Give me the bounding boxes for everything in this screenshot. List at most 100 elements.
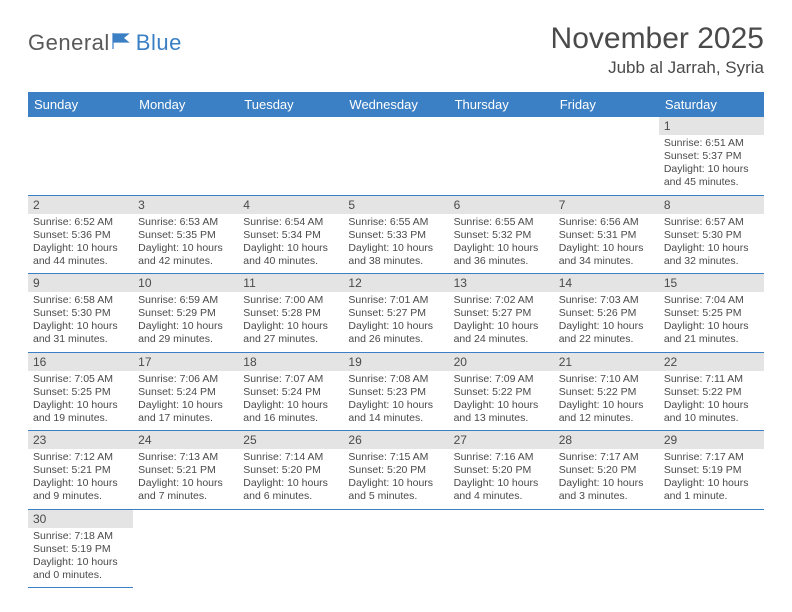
day-cell-28: 28Sunrise: 7:17 AMSunset: 5:20 PMDayligh… xyxy=(554,431,659,510)
day-cell-15: 15Sunrise: 7:04 AMSunset: 5:25 PMDayligh… xyxy=(659,274,764,353)
flag-icon xyxy=(112,30,134,56)
empty-cell xyxy=(449,117,554,195)
day-cell-1: 1Sunrise: 6:51 AMSunset: 5:37 PMDaylight… xyxy=(659,117,764,195)
day-body: Sunrise: 7:01 AMSunset: 5:27 PMDaylight:… xyxy=(343,292,448,352)
location: Jubb al Jarrah, Syria xyxy=(551,58,764,78)
day-body: Sunrise: 7:05 AMSunset: 5:25 PMDaylight:… xyxy=(28,371,133,431)
day-cell-14: 14Sunrise: 7:03 AMSunset: 5:26 PMDayligh… xyxy=(554,274,659,353)
day-body: Sunrise: 6:59 AMSunset: 5:29 PMDaylight:… xyxy=(133,292,238,352)
day-body: Sunrise: 6:53 AMSunset: 5:35 PMDaylight:… xyxy=(133,214,238,274)
empty-cell xyxy=(133,509,238,588)
day-number: 20 xyxy=(449,353,554,371)
day-number: 1 xyxy=(659,117,764,135)
empty-cell xyxy=(343,117,448,195)
day-cell-20: 20Sunrise: 7:09 AMSunset: 5:22 PMDayligh… xyxy=(449,352,554,431)
day-body: Sunrise: 7:08 AMSunset: 5:23 PMDaylight:… xyxy=(343,371,448,431)
day-body: Sunrise: 7:13 AMSunset: 5:21 PMDaylight:… xyxy=(133,449,238,509)
day-number: 5 xyxy=(343,196,448,214)
day-cell-18: 18Sunrise: 7:07 AMSunset: 5:24 PMDayligh… xyxy=(238,352,343,431)
day-number: 14 xyxy=(554,274,659,292)
day-number: 11 xyxy=(238,274,343,292)
day-cell-4: 4Sunrise: 6:54 AMSunset: 5:34 PMDaylight… xyxy=(238,195,343,274)
dayname-tuesday: Tuesday xyxy=(238,92,343,117)
day-body: Sunrise: 7:00 AMSunset: 5:28 PMDaylight:… xyxy=(238,292,343,352)
day-body: Sunrise: 7:04 AMSunset: 5:25 PMDaylight:… xyxy=(659,292,764,352)
day-cell-3: 3Sunrise: 6:53 AMSunset: 5:35 PMDaylight… xyxy=(133,195,238,274)
day-number: 15 xyxy=(659,274,764,292)
day-number: 19 xyxy=(343,353,448,371)
day-cell-26: 26Sunrise: 7:15 AMSunset: 5:20 PMDayligh… xyxy=(343,431,448,510)
day-cell-8: 8Sunrise: 6:57 AMSunset: 5:30 PMDaylight… xyxy=(659,195,764,274)
day-number: 17 xyxy=(133,353,238,371)
day-cell-25: 25Sunrise: 7:14 AMSunset: 5:20 PMDayligh… xyxy=(238,431,343,510)
day-cell-12: 12Sunrise: 7:01 AMSunset: 5:27 PMDayligh… xyxy=(343,274,448,353)
week-row: 23Sunrise: 7:12 AMSunset: 5:21 PMDayligh… xyxy=(28,431,764,510)
day-body: Sunrise: 6:57 AMSunset: 5:30 PMDaylight:… xyxy=(659,214,764,274)
day-body: Sunrise: 6:56 AMSunset: 5:31 PMDaylight:… xyxy=(554,214,659,274)
day-number: 12 xyxy=(343,274,448,292)
week-row: 16Sunrise: 7:05 AMSunset: 5:25 PMDayligh… xyxy=(28,352,764,431)
empty-cell xyxy=(554,509,659,588)
day-cell-22: 22Sunrise: 7:11 AMSunset: 5:22 PMDayligh… xyxy=(659,352,764,431)
day-number: 3 xyxy=(133,196,238,214)
day-body: Sunrise: 7:02 AMSunset: 5:27 PMDaylight:… xyxy=(449,292,554,352)
day-cell-2: 2Sunrise: 6:52 AMSunset: 5:36 PMDaylight… xyxy=(28,195,133,274)
day-number: 27 xyxy=(449,431,554,449)
day-cell-16: 16Sunrise: 7:05 AMSunset: 5:25 PMDayligh… xyxy=(28,352,133,431)
day-body: Sunrise: 7:17 AMSunset: 5:19 PMDaylight:… xyxy=(659,449,764,509)
day-body: Sunrise: 6:52 AMSunset: 5:36 PMDaylight:… xyxy=(28,214,133,274)
header: General Blue November 2025 Jubb al Jarra… xyxy=(28,22,764,78)
day-number: 18 xyxy=(238,353,343,371)
empty-cell xyxy=(343,509,448,588)
empty-cell xyxy=(554,117,659,195)
day-body: Sunrise: 7:15 AMSunset: 5:20 PMDaylight:… xyxy=(343,449,448,509)
day-cell-23: 23Sunrise: 7:12 AMSunset: 5:21 PMDayligh… xyxy=(28,431,133,510)
title-block: November 2025 Jubb al Jarrah, Syria xyxy=(551,22,764,78)
day-number: 29 xyxy=(659,431,764,449)
logo-text-2: Blue xyxy=(136,30,182,56)
calendar-table: SundayMondayTuesdayWednesdayThursdayFrid… xyxy=(28,92,764,588)
week-row: 1Sunrise: 6:51 AMSunset: 5:37 PMDaylight… xyxy=(28,117,764,195)
day-cell-17: 17Sunrise: 7:06 AMSunset: 5:24 PMDayligh… xyxy=(133,352,238,431)
day-number: 8 xyxy=(659,196,764,214)
day-body: Sunrise: 7:09 AMSunset: 5:22 PMDaylight:… xyxy=(449,371,554,431)
dayname-friday: Friday xyxy=(554,92,659,117)
day-number: 13 xyxy=(449,274,554,292)
day-number: 16 xyxy=(28,353,133,371)
empty-cell xyxy=(659,509,764,588)
day-body: Sunrise: 7:07 AMSunset: 5:24 PMDaylight:… xyxy=(238,371,343,431)
dayname-saturday: Saturday xyxy=(659,92,764,117)
empty-cell xyxy=(238,117,343,195)
day-number: 26 xyxy=(343,431,448,449)
day-body: Sunrise: 6:55 AMSunset: 5:33 PMDaylight:… xyxy=(343,214,448,274)
day-cell-21: 21Sunrise: 7:10 AMSunset: 5:22 PMDayligh… xyxy=(554,352,659,431)
day-cell-24: 24Sunrise: 7:13 AMSunset: 5:21 PMDayligh… xyxy=(133,431,238,510)
logo-text-1: General xyxy=(28,30,110,56)
day-cell-6: 6Sunrise: 6:55 AMSunset: 5:32 PMDaylight… xyxy=(449,195,554,274)
day-number: 25 xyxy=(238,431,343,449)
day-body: Sunrise: 7:14 AMSunset: 5:20 PMDaylight:… xyxy=(238,449,343,509)
day-cell-13: 13Sunrise: 7:02 AMSunset: 5:27 PMDayligh… xyxy=(449,274,554,353)
day-body: Sunrise: 6:51 AMSunset: 5:37 PMDaylight:… xyxy=(659,135,764,195)
day-cell-11: 11Sunrise: 7:00 AMSunset: 5:28 PMDayligh… xyxy=(238,274,343,353)
empty-cell xyxy=(238,509,343,588)
day-cell-27: 27Sunrise: 7:16 AMSunset: 5:20 PMDayligh… xyxy=(449,431,554,510)
day-number: 2 xyxy=(28,196,133,214)
day-body: Sunrise: 7:11 AMSunset: 5:22 PMDaylight:… xyxy=(659,371,764,431)
day-number: 24 xyxy=(133,431,238,449)
week-row: 9Sunrise: 6:58 AMSunset: 5:30 PMDaylight… xyxy=(28,274,764,353)
month-title: November 2025 xyxy=(551,22,764,56)
day-cell-29: 29Sunrise: 7:17 AMSunset: 5:19 PMDayligh… xyxy=(659,431,764,510)
day-body: Sunrise: 7:16 AMSunset: 5:20 PMDaylight:… xyxy=(449,449,554,509)
day-cell-30: 30Sunrise: 7:18 AMSunset: 5:19 PMDayligh… xyxy=(28,509,133,588)
day-body: Sunrise: 7:18 AMSunset: 5:19 PMDaylight:… xyxy=(28,528,133,588)
dayname-thursday: Thursday xyxy=(449,92,554,117)
day-cell-19: 19Sunrise: 7:08 AMSunset: 5:23 PMDayligh… xyxy=(343,352,448,431)
day-header-row: SundayMondayTuesdayWednesdayThursdayFrid… xyxy=(28,92,764,117)
day-body: Sunrise: 6:58 AMSunset: 5:30 PMDaylight:… xyxy=(28,292,133,352)
day-cell-9: 9Sunrise: 6:58 AMSunset: 5:30 PMDaylight… xyxy=(28,274,133,353)
day-cell-7: 7Sunrise: 6:56 AMSunset: 5:31 PMDaylight… xyxy=(554,195,659,274)
day-number: 30 xyxy=(28,510,133,528)
day-body: Sunrise: 7:03 AMSunset: 5:26 PMDaylight:… xyxy=(554,292,659,352)
week-row: 30Sunrise: 7:18 AMSunset: 5:19 PMDayligh… xyxy=(28,509,764,588)
